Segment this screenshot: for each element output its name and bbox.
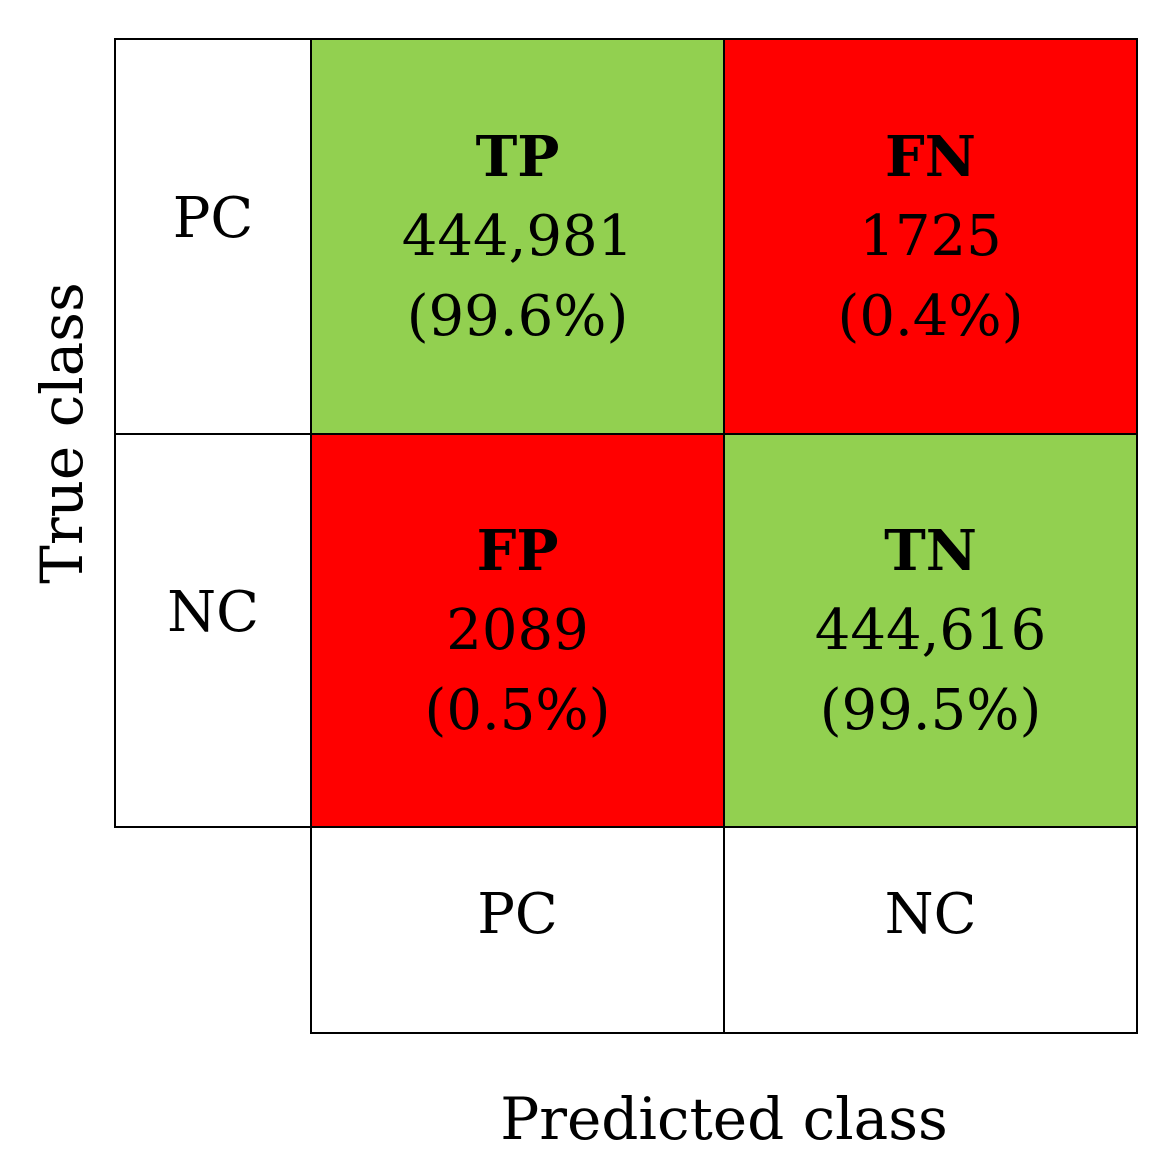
cell-true-positive: TP 444,981 (99.6%)	[310, 38, 725, 435]
cell-tp-percent: (99.6%)	[406, 283, 629, 349]
row-label-nc-text: NC	[167, 580, 259, 645]
cell-tp-label: TP	[475, 123, 560, 190]
y-axis-title: True class	[28, 282, 96, 584]
cell-false-negative: FN 1725 (0.4%)	[723, 38, 1138, 435]
x-axis-title: Predicted class	[500, 1085, 948, 1153]
cell-tn-count: 444,616	[814, 597, 1047, 663]
row-label-pc: PC	[114, 38, 312, 435]
col-label-pc-text: PC	[477, 881, 558, 947]
cell-tn-label: TN	[884, 517, 977, 584]
col-label-nc-text: NC	[884, 881, 977, 947]
cell-fp-percent: (0.5%)	[424, 677, 611, 743]
col-label-nc: NC	[723, 826, 1138, 1034]
col-label-pc: PC	[310, 826, 725, 1034]
cell-fp-label: FP	[476, 517, 559, 584]
cell-tp-count: 444,981	[401, 203, 634, 269]
cell-fn-count: 1725	[859, 203, 1002, 269]
cell-fn-percent: (0.4%)	[837, 283, 1024, 349]
row-label-nc: NC	[114, 433, 312, 828]
cell-true-negative: TN 444,616 (99.5%)	[723, 433, 1138, 828]
row-label-pc-text: PC	[172, 186, 254, 251]
cell-false-positive: FP 2089 (0.5%)	[310, 433, 725, 828]
cell-fp-count: 2089	[446, 597, 589, 663]
cell-fn-label: FN	[885, 123, 976, 190]
cell-tn-percent: (99.5%)	[819, 677, 1042, 743]
